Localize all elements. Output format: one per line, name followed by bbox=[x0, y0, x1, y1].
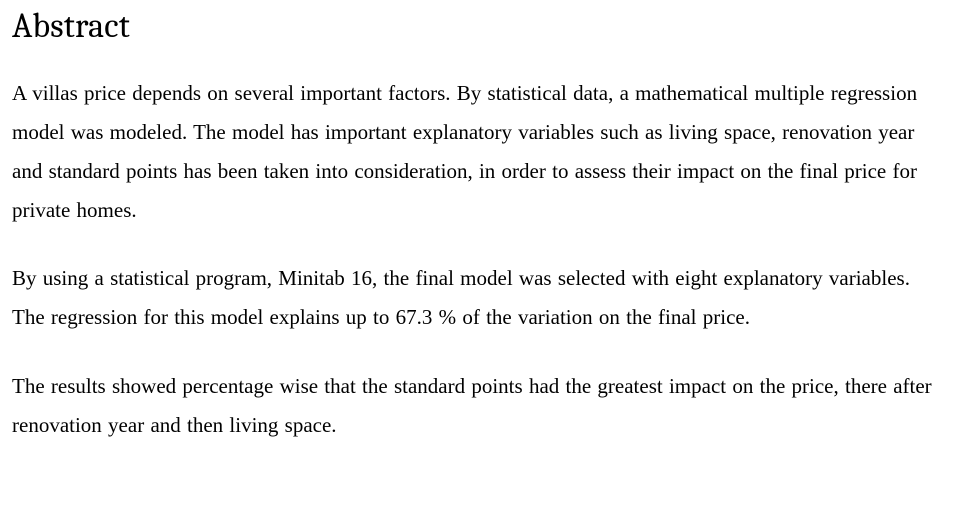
paragraph-3: The results showed percentage wise that … bbox=[12, 367, 936, 445]
abstract-heading: Abstract bbox=[12, 6, 936, 46]
paragraph-1: A villas price depends on several import… bbox=[12, 74, 936, 229]
document-page: Abstract A villas price depends on sever… bbox=[0, 0, 960, 445]
paragraph-2: By using a statistical program, Minitab … bbox=[12, 259, 936, 337]
